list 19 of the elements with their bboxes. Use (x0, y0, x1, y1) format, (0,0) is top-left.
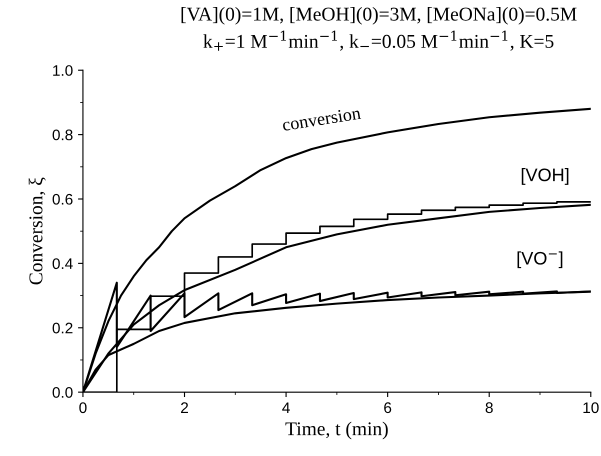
y-tick-label: 0.6 (52, 194, 73, 205)
y-axis-title: Conversion, ξ (28, 178, 46, 284)
y-tick-label: 0.4 (52, 258, 73, 270)
x-tick-label: 8 (486, 402, 493, 414)
text: k$_{+}$=1 M$^{−1}$min$^{−1}$, k$_{−}$=0.05 M$^{−1}$min$^{−1}$, K=5 (203, 30, 554, 51)
y-tick-label: 0.0 (52, 387, 73, 398)
annotation: [VOH] (522, 168, 568, 185)
x-tick-label: 10 (583, 402, 599, 414)
y-tick-label: 1.0 (53, 65, 73, 76)
y-tick-label: 0.8 (52, 129, 73, 140)
x-tick-label: 0 (79, 402, 87, 414)
x-tick-label: 6 (384, 402, 392, 414)
x-tick-label: 2 (181, 402, 188, 413)
y-tick-label: 0.2 (52, 322, 72, 334)
annotation: conversion (282, 106, 362, 132)
annotation: [VO$^{−}$] (518, 251, 562, 268)
chart-title: [VA](0)=1M, [MeOH](0)=3M, [MeONa](0)=0.5M (182, 7, 577, 25)
x-tick-label: 4 (282, 402, 290, 413)
x-axis-title: Time, t (min) (285, 422, 388, 440)
